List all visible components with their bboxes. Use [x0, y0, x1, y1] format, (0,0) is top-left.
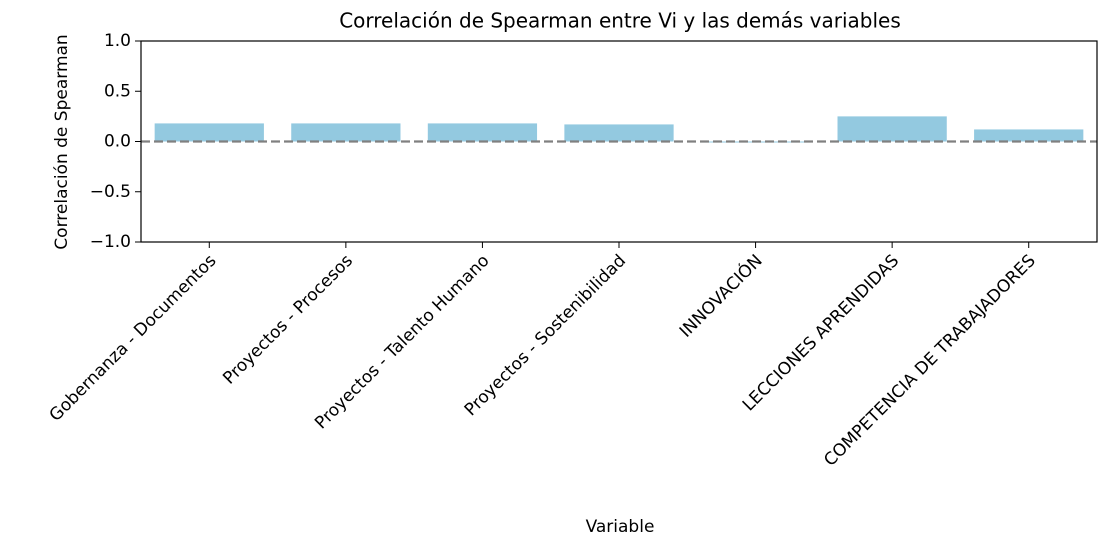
x-tick-label: LECCIONES APRENDIDAS — [739, 251, 903, 415]
x-tick-label: Gobernanza - Documentos — [46, 251, 221, 426]
y-tick-label: −1.0 — [90, 232, 131, 252]
plot-frame — [140, 40, 1098, 243]
x-axis-label: Variable — [586, 517, 655, 537]
y-tick-label: 0.0 — [104, 132, 131, 152]
bar — [427, 123, 538, 142]
bar — [291, 123, 401, 142]
x-tick-label: COMPETENCIA DE TRABAJADORES — [820, 251, 1040, 471]
x-tick-label: Proyectos - Procesos — [219, 251, 357, 389]
bar — [564, 124, 674, 142]
x-tick-label: Proyectos - Sostenibilidad — [461, 251, 630, 420]
bar — [974, 129, 1084, 142]
y-tick-label: 1.0 — [104, 31, 131, 51]
chart-title: Correlación de Spearman entre Vi y las d… — [339, 9, 901, 33]
y-axis-label: Correlación de Spearman — [52, 34, 72, 249]
y-tick-label: 0.5 — [104, 81, 131, 101]
bar — [154, 123, 264, 142]
bar — [837, 116, 947, 142]
y-tick-label: −0.5 — [90, 182, 131, 202]
x-tick-label: INNOVACIÓN — [674, 250, 766, 342]
